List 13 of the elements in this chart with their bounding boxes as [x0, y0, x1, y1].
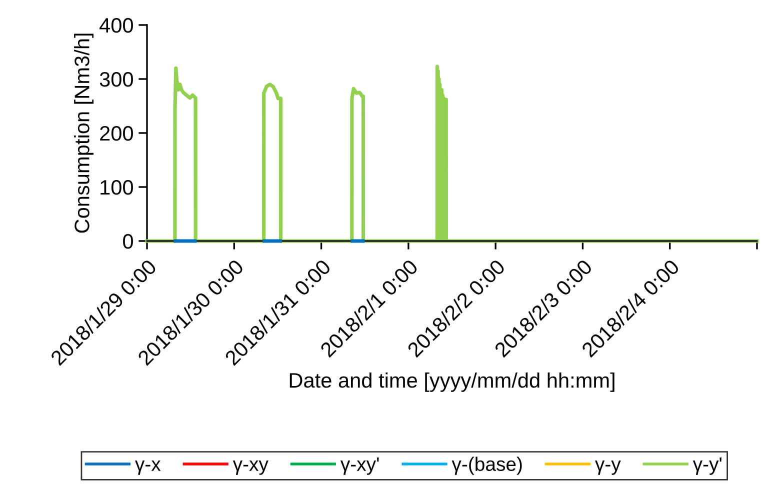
- legend-label: γ-y': [692, 457, 722, 475]
- y-tick-label: 0: [123, 234, 133, 249]
- y-axis-title: Consumption [Nm3/h]: [74, 34, 94, 233]
- legend-label: γ-x: [135, 460, 161, 475]
- y-tick-label: 300: [100, 72, 133, 87]
- y-tick-label: 100: [100, 180, 133, 195]
- y-tick-label: 200: [100, 126, 133, 141]
- x-axis-title: Date and time [yyyy/mm/dd hh:mm]: [290, 372, 614, 392]
- legend-label: γ-(base): [452, 456, 522, 475]
- y-tick-label: 400: [100, 18, 133, 33]
- legend-label: γ-y: [595, 460, 621, 475]
- legend-label: γ-xy': [340, 457, 379, 475]
- legend-label: γ-xy: [232, 460, 268, 475]
